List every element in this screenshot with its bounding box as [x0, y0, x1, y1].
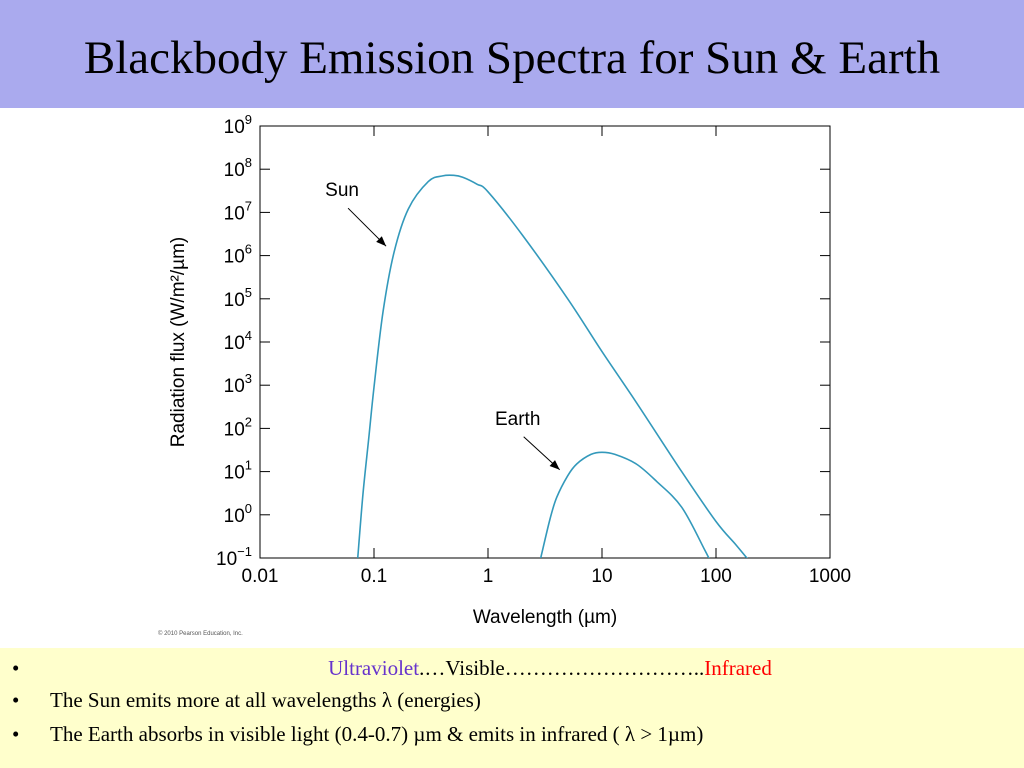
spectrum-bands-line: Ultraviolet.…Visible………………………..Infrared	[0, 653, 1024, 683]
x-tick-label: 10	[591, 566, 612, 587]
y-tick-label: 100	[224, 501, 252, 527]
visible-label: .…Visible………………………..	[419, 656, 705, 680]
bullet-text: The Sun emits more at all wavelengths λ …	[50, 688, 481, 712]
y-tick-label: 108	[224, 155, 252, 181]
y-axis-title: Radiation flux (W/m²/µm)	[168, 237, 189, 447]
y-tick-label: 104	[224, 328, 252, 354]
y-tick-labels: 10−1 100 101 102 103 104 105 106 107 108 109	[216, 112, 252, 570]
y-tick-label: 107	[224, 198, 252, 224]
bullet-marker: •	[12, 688, 20, 712]
series-annotations: Sun Earth	[325, 180, 561, 471]
y-tick-label: 102	[224, 414, 252, 440]
x-tick-label: 1000	[809, 566, 851, 587]
y-tick-label: 105	[224, 285, 252, 311]
title-bar: Blackbody Emission Spectra for Sun & Ear…	[0, 0, 1024, 108]
x-tick-label: 100	[700, 566, 732, 587]
chart-figure: 10−1 100 101 102 103 104 105 106 107 108 109 0.01 0…	[148, 108, 870, 644]
annotation-earth: Earth	[495, 409, 540, 430]
series-line-earth	[539, 451, 710, 558]
copyright-notice: © 2010 Pearson Education, Inc.	[158, 631, 243, 637]
bullet-spectrum-bands: • Ultraviolet.…Visible………………………..Infrare…	[0, 653, 1024, 683]
x-tick-label: 1	[483, 566, 494, 587]
y-tick-label: 109	[224, 112, 252, 138]
x-tick-labels: 0.01 0.1 1 10 100 1000	[242, 566, 852, 587]
x-tick-label: 0.01	[242, 566, 279, 587]
bullet-marker: •	[12, 722, 20, 746]
arrowhead-earth	[549, 460, 560, 470]
tick-marks	[259, 125, 831, 559]
y-tick-label: 101	[224, 458, 252, 484]
arrowhead-sun	[376, 236, 387, 247]
slide-title: Blackbody Emission Spectra for Sun & Ear…	[83, 32, 941, 84]
bullet-sun-emits: • The Sun emits more at all wavelengths …	[0, 685, 1024, 715]
bullet-earth-absorbs: • The Earth absorbs in visible light (0.…	[0, 719, 1024, 749]
x-axis-title: Wavelength (µm)	[473, 607, 617, 628]
bullet-text: The Earth absorbs in visible light (0.4-…	[50, 722, 704, 746]
y-tick-label: 10−1	[216, 544, 252, 570]
bullet-list: • Ultraviolet.…Visible………………………..Infrare…	[0, 648, 1024, 768]
y-tick-label: 106	[224, 242, 252, 268]
series-lines	[356, 174, 748, 558]
annotation-sun: Sun	[325, 180, 359, 201]
ultraviolet-label: Ultraviolet	[328, 656, 420, 680]
y-tick-label: 103	[224, 371, 252, 397]
bullet-marker: •	[12, 656, 20, 680]
series-line-sun	[356, 174, 748, 558]
x-tick-label: 0.1	[361, 566, 387, 587]
infrared-label: Infrared	[704, 656, 772, 680]
